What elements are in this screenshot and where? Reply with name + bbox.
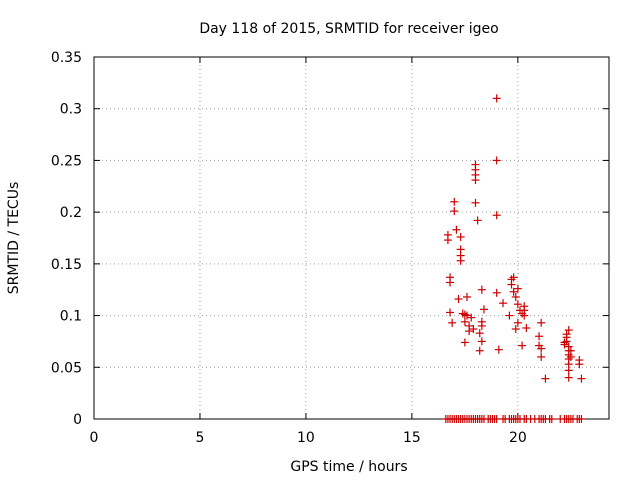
- data-point: [537, 318, 546, 327]
- y-tick-label: 0.1: [60, 309, 82, 325]
- chart-title: Day 118 of 2015, SRMTID for receiver ige…: [199, 21, 498, 37]
- data-point: [465, 327, 474, 336]
- data-point: [492, 94, 501, 103]
- data-point: [566, 352, 575, 361]
- y-axis-label: SRMTID / TECUs: [6, 182, 22, 295]
- data-point: [522, 323, 531, 332]
- data-point: [513, 318, 522, 327]
- x-axis-label: GPS time / hours: [290, 459, 407, 475]
- x-tick-labels: 0 5 10 15 20: [90, 430, 527, 446]
- data-point: [564, 366, 573, 375]
- data-point: [509, 273, 518, 282]
- y-tick-label: 0.05: [51, 360, 82, 376]
- data-point: [458, 309, 467, 318]
- data-point: [471, 176, 480, 185]
- data-point: [518, 341, 527, 350]
- data-point: [577, 415, 586, 423]
- data-point: [494, 345, 503, 354]
- grid-lines: [94, 57, 609, 419]
- data-point: [463, 292, 472, 301]
- y-tick-label: 0.25: [51, 153, 82, 169]
- data-point: [475, 329, 484, 338]
- data-point: [456, 256, 465, 265]
- y-tick-label: 0.2: [60, 205, 82, 221]
- data-point: [477, 317, 486, 326]
- y-tick-label: 0.15: [51, 257, 82, 273]
- data-point: [505, 311, 514, 320]
- plot-frame: [93, 56, 610, 420]
- axis-ticks: [93, 56, 609, 420]
- data-point: [456, 232, 465, 241]
- data-point: [541, 374, 550, 383]
- data-point: [509, 287, 518, 296]
- data-point: [467, 313, 476, 322]
- data-point: [450, 207, 459, 216]
- data-points: [441, 94, 586, 423]
- data-point: [492, 156, 501, 165]
- data-point: [443, 236, 452, 245]
- data-point: [547, 415, 556, 423]
- x-tick-label: 15: [403, 430, 421, 446]
- x-tick-label: 5: [196, 430, 205, 446]
- data-point: [477, 285, 486, 294]
- data-point: [460, 338, 469, 347]
- data-point: [511, 292, 520, 301]
- data-point: [575, 360, 584, 369]
- data-point: [463, 311, 472, 320]
- data-point: [446, 278, 455, 287]
- data-point: [564, 326, 573, 335]
- data-point: [454, 295, 463, 304]
- data-point: [513, 300, 522, 309]
- data-point: [492, 288, 501, 297]
- data-point: [492, 211, 501, 220]
- data-point: [513, 284, 522, 293]
- data-point: [452, 225, 461, 234]
- data-point: [520, 311, 529, 320]
- x-tick-label: 0: [90, 430, 99, 446]
- data-point: [479, 305, 488, 314]
- data-point: [446, 308, 455, 317]
- data-point: [477, 337, 486, 346]
- data-point: [473, 216, 482, 225]
- y-tick-label: 0: [73, 412, 82, 428]
- y-tick-label: 0.35: [51, 50, 82, 66]
- data-point: [537, 344, 546, 353]
- data-point: [535, 332, 544, 341]
- data-point: [448, 318, 457, 327]
- data-point: [537, 352, 546, 361]
- data-point: [564, 373, 573, 382]
- data-point: [469, 325, 478, 334]
- data-point: [475, 346, 484, 355]
- data-point: [562, 337, 571, 346]
- x-tick-label: 20: [509, 430, 527, 446]
- data-point: [499, 299, 508, 308]
- data-point: [471, 198, 480, 207]
- data-point: [577, 374, 586, 383]
- y-tick-labels: 0 0.05 0.1 0.15 0.2 0.25 0.3 0.35: [51, 50, 82, 428]
- data-point: [507, 280, 516, 289]
- data-point: [450, 197, 459, 206]
- y-tick-label: 0.3: [60, 102, 82, 118]
- data-point: [460, 317, 469, 326]
- x-tick-label: 10: [297, 430, 315, 446]
- data-point: [511, 325, 520, 334]
